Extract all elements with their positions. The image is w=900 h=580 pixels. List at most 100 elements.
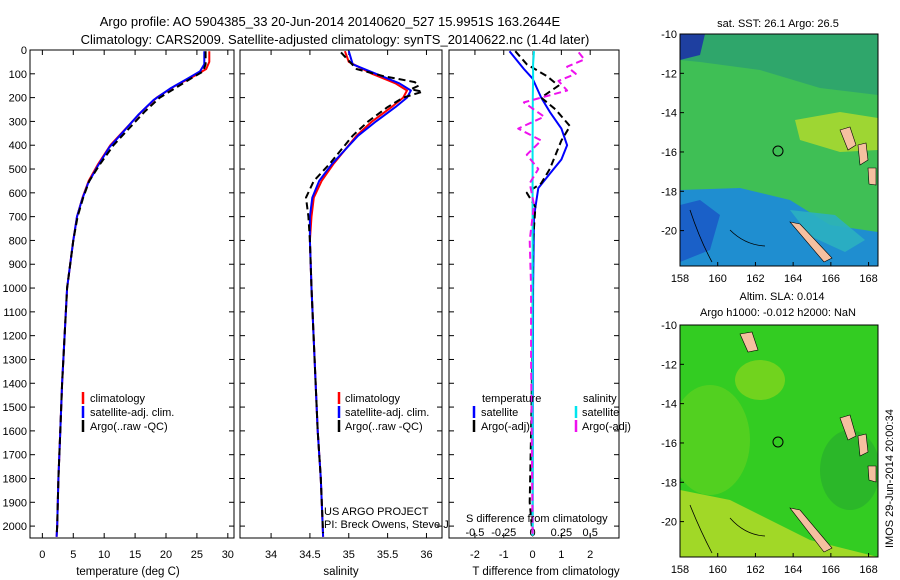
map-y-tick-label: -16 bbox=[661, 147, 677, 159]
y-tick-label: 1000 bbox=[3, 283, 27, 295]
vanuatu-island-3 bbox=[867, 167, 877, 186]
x-tick-label: 30 bbox=[222, 549, 234, 561]
vanuatu-island-2 bbox=[857, 433, 869, 457]
y-tick-label: 1200 bbox=[3, 331, 27, 343]
x-tick-label: 34 bbox=[265, 549, 277, 561]
y-tick-label: 1100 bbox=[3, 307, 27, 319]
map-y-tick-label: -10 bbox=[661, 29, 677, 41]
sla-patch-2 bbox=[735, 360, 785, 400]
map-x-tick-label: 166 bbox=[822, 564, 840, 576]
s-tick-label: -0.5 bbox=[465, 527, 484, 539]
legend-text-argo: Argo(..raw -QC) bbox=[90, 421, 168, 433]
temperature-xlabel: temperature (deg C) bbox=[76, 566, 180, 578]
map-x-tick-label: 166 bbox=[822, 273, 840, 285]
title-line-1: Argo profile: AO 5904385_33 20-Jun-2014 … bbox=[100, 14, 561, 29]
reef-contours bbox=[689, 209, 766, 263]
sla-map-panel: Altim. SLA: 0.014 Argo h1000: -0.012 h20… bbox=[661, 291, 879, 576]
sst-field bbox=[680, 34, 878, 266]
x-tick-label: 20 bbox=[160, 549, 172, 561]
y-tick-label: 1700 bbox=[3, 450, 27, 462]
y-tick-label: 400 bbox=[9, 140, 27, 152]
map-x-tick-label: 160 bbox=[709, 273, 727, 285]
x-tick-label: 35 bbox=[343, 549, 355, 561]
y-tick-label: 1400 bbox=[3, 378, 27, 390]
project-annotation: US ARGO PROJECT bbox=[324, 506, 429, 518]
legend-text-argo: Argo(..raw -QC) bbox=[345, 421, 423, 433]
sst-map-title: sat. SST: 26.1 Argo: 26.5 bbox=[717, 18, 839, 30]
x-tick-label: 0 bbox=[529, 549, 535, 561]
y-tick-label: 800 bbox=[9, 235, 27, 247]
s-tick-label: -0.25 bbox=[491, 527, 516, 539]
sla-map-title-2: Argo h1000: -0.012 h2000: NaN bbox=[700, 307, 856, 319]
sst-map-panel: sat. SST: 26.1 Argo: 26.5 158 160 162 164 16… bbox=[661, 18, 879, 285]
series-s-argo-adj bbox=[517, 51, 586, 536]
difference-legend: temperature salinity satellite Argo(-adj… bbox=[472, 393, 631, 433]
map-y-tick-label: -10 bbox=[661, 320, 677, 332]
series-t-argo-adj bbox=[514, 50, 571, 536]
salinity-legend: climatology satellite-adj. clim. Argo(..… bbox=[337, 392, 429, 433]
y-tick-label: 500 bbox=[9, 164, 27, 176]
sst-warm-patch bbox=[795, 112, 878, 152]
sla-map-title-1: Altim. SLA: 0.014 bbox=[740, 291, 825, 303]
x-tick-label: 0 bbox=[39, 549, 45, 561]
y-tick-label: 1500 bbox=[3, 402, 27, 414]
map-y-tick-label: -16 bbox=[661, 438, 677, 450]
salinity-xlabel: salinity bbox=[323, 566, 358, 578]
solomon-island bbox=[739, 331, 759, 353]
y-tick-label: 100 bbox=[9, 69, 27, 81]
s-tick-label: 0.5 bbox=[583, 527, 598, 539]
imos-timestamp: IMOS 29-Jun-2014 20:00:34 bbox=[884, 409, 896, 548]
x-tick-label: 5 bbox=[70, 549, 76, 561]
y-tick-label: 1800 bbox=[3, 473, 27, 485]
salinity-panel: 34 34.5 35 35.5 36 salinity climatology sate… bbox=[239, 49, 551, 578]
map-x-tick-label: 160 bbox=[709, 564, 727, 576]
legend-text-satellite: satellite-adj. clim. bbox=[90, 407, 174, 419]
map-y-tick-label: -18 bbox=[661, 477, 677, 489]
sla-southern-high bbox=[680, 490, 878, 557]
vanuatu-island-2 bbox=[857, 142, 869, 166]
y-tick-label: 200 bbox=[9, 93, 27, 105]
salinity-x-axis: 34 34.5 35 35.5 36 bbox=[240, 49, 442, 561]
difference-series bbox=[508, 50, 586, 538]
x-tick-label: 25 bbox=[191, 549, 203, 561]
x-tick-label: 2 bbox=[587, 549, 593, 561]
y-tick-label: 0 bbox=[21, 45, 27, 57]
legend-text-s-satellite: satellite bbox=[582, 407, 619, 419]
y-tick-label: 600 bbox=[9, 188, 27, 200]
map-x-tick-label: 168 bbox=[859, 273, 877, 285]
title-line-2: Climatology: CARS2009. Satellite-adjuste… bbox=[81, 32, 590, 47]
y-tick-label: 300 bbox=[9, 116, 27, 128]
map-x-tick-label: 168 bbox=[859, 564, 877, 576]
x-tick-label: 36 bbox=[420, 549, 432, 561]
sla-patch-1 bbox=[680, 385, 750, 495]
map-y-tick-label: -20 bbox=[661, 517, 677, 529]
sst-southern-band bbox=[680, 188, 878, 266]
x-tick-label: 15 bbox=[129, 549, 141, 561]
s-difference-label: S difference from climatology bbox=[466, 513, 608, 525]
legend-header-salinity: salinity bbox=[583, 393, 617, 405]
y-tick-label: 1600 bbox=[3, 426, 27, 438]
legend-text-t-argo: Argo(-adj) bbox=[481, 421, 530, 433]
legend-header-temperature: temperature bbox=[482, 393, 541, 405]
legend-text-s-argo: Argo(-adj) bbox=[582, 421, 631, 433]
sst-cool-patch bbox=[680, 34, 878, 95]
map-y-tick-label: -12 bbox=[661, 359, 677, 371]
map-x-tick-label: 164 bbox=[784, 564, 802, 576]
new-caledonia-landmass bbox=[789, 507, 833, 553]
sla-profile-location-marker bbox=[772, 436, 784, 448]
series-argo-raw-qc bbox=[305, 51, 424, 534]
reef-contours bbox=[689, 504, 766, 554]
y-tick-label: 1900 bbox=[3, 497, 27, 509]
y-tick-label: 700 bbox=[9, 212, 27, 224]
y-tick-label: 2000 bbox=[3, 521, 27, 533]
map-x-tick-label: 158 bbox=[671, 273, 689, 285]
vanuatu-island-3 bbox=[867, 465, 877, 483]
sst-profile-location-marker bbox=[772, 145, 784, 157]
sst-map-ticks: 158 160 162 164 166 168 -10 -12 -14 -16 -18 -20 bbox=[661, 29, 878, 285]
x-tick-label: -2 bbox=[470, 549, 480, 561]
temperature-panel: 0100200300400500600700800900100011001200… bbox=[3, 45, 235, 578]
legend-text-satellite: satellite-adj. clim. bbox=[345, 407, 429, 419]
map-x-tick-label: 164 bbox=[784, 273, 802, 285]
